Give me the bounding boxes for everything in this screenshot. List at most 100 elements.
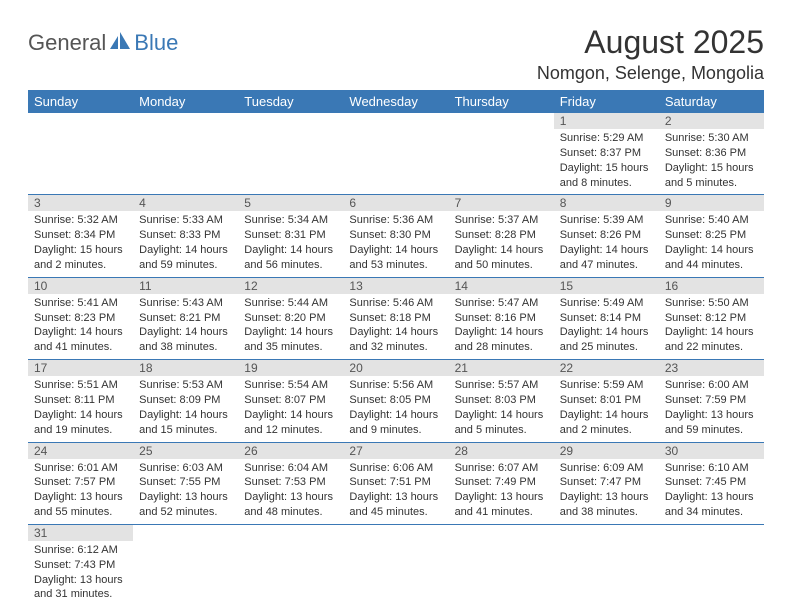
day-details: Sunrise: 6:00 AMSunset: 7:59 PMDaylight:… bbox=[659, 376, 764, 441]
sunrise-text: Sunrise: 5:41 AM bbox=[34, 296, 127, 311]
day-details: Sunrise: 5:44 AMSunset: 8:20 PMDaylight:… bbox=[238, 294, 343, 359]
calendar-cell bbox=[28, 113, 133, 195]
header: General Blue August 2025 Nomgon, Selenge… bbox=[28, 24, 764, 84]
daylight-text: Daylight: 14 hours and 41 minutes. bbox=[34, 325, 127, 355]
calendar-cell: 26Sunrise: 6:04 AMSunset: 7:53 PMDayligh… bbox=[238, 442, 343, 524]
day-number: 10 bbox=[28, 278, 133, 294]
sunrise-text: Sunrise: 5:29 AM bbox=[560, 131, 653, 146]
sunrise-text: Sunrise: 5:50 AM bbox=[665, 296, 758, 311]
sunset-text: Sunset: 8:07 PM bbox=[244, 393, 337, 408]
day-number: 25 bbox=[133, 443, 238, 459]
calendar-cell: 9Sunrise: 5:40 AMSunset: 8:25 PMDaylight… bbox=[659, 195, 764, 277]
daylight-text: Daylight: 15 hours and 2 minutes. bbox=[34, 243, 127, 273]
sunset-text: Sunset: 8:23 PM bbox=[34, 311, 127, 326]
daylight-text: Daylight: 14 hours and 25 minutes. bbox=[560, 325, 653, 355]
day-number: 4 bbox=[133, 195, 238, 211]
sunrise-text: Sunrise: 5:54 AM bbox=[244, 378, 337, 393]
day-details: Sunrise: 6:06 AMSunset: 7:51 PMDaylight:… bbox=[343, 459, 448, 524]
day-number: 5 bbox=[238, 195, 343, 211]
day-header: Monday bbox=[133, 90, 238, 113]
sunrise-text: Sunrise: 6:06 AM bbox=[349, 461, 442, 476]
day-details: Sunrise: 5:29 AMSunset: 8:37 PMDaylight:… bbox=[554, 129, 659, 194]
day-details: Sunrise: 5:50 AMSunset: 8:12 PMDaylight:… bbox=[659, 294, 764, 359]
calendar-cell: 18Sunrise: 5:53 AMSunset: 8:09 PMDayligh… bbox=[133, 360, 238, 442]
day-header: Friday bbox=[554, 90, 659, 113]
sunrise-text: Sunrise: 5:59 AM bbox=[560, 378, 653, 393]
calendar-cell: 10 Sunrise: 5:41 AMSunset: 8:23 PMDayligh… bbox=[28, 277, 133, 359]
calendar-cell: 31Sunrise: 6:12 AMSunset: 7:43 PMDayligh… bbox=[28, 524, 133, 606]
month-title: August 2025 bbox=[537, 24, 764, 61]
day-number: 23 bbox=[659, 360, 764, 376]
daylight-text: Daylight: 14 hours and 56 minutes. bbox=[244, 243, 337, 273]
calendar-cell bbox=[343, 113, 448, 195]
daylight-text: Daylight: 14 hours and 2 minutes. bbox=[560, 408, 653, 438]
daylight-text: Daylight: 14 hours and 19 minutes. bbox=[34, 408, 127, 438]
calendar-row: 31Sunrise: 6:12 AMSunset: 7:43 PMDayligh… bbox=[28, 524, 764, 606]
day-details: Sunrise: 5:59 AMSunset: 8:01 PMDaylight:… bbox=[554, 376, 659, 441]
location: Nomgon, Selenge, Mongolia bbox=[537, 63, 764, 84]
day-number: 13 bbox=[343, 278, 448, 294]
title-block: August 2025 Nomgon, Selenge, Mongolia bbox=[537, 24, 764, 84]
sunrise-text: Sunrise: 5:33 AM bbox=[139, 213, 232, 228]
day-number: 12 bbox=[238, 278, 343, 294]
sunset-text: Sunset: 8:31 PM bbox=[244, 228, 337, 243]
sunset-text: Sunset: 8:21 PM bbox=[139, 311, 232, 326]
day-details: Sunrise: 5:34 AMSunset: 8:31 PMDaylight:… bbox=[238, 211, 343, 276]
day-details: Sunrise: 6:04 AMSunset: 7:53 PMDaylight:… bbox=[238, 459, 343, 524]
day-number: 14 bbox=[449, 278, 554, 294]
day-details: Sunrise: 5:37 AMSunset: 8:28 PMDaylight:… bbox=[449, 211, 554, 276]
calendar-row: 10Sunrise: 5:41 AMSunset: 8:23 PMDayligh… bbox=[28, 277, 764, 359]
sunset-text: Sunset: 8:25 PM bbox=[665, 228, 758, 243]
day-details: Sunrise: 5:33 AMSunset: 8:33 PMDaylight:… bbox=[133, 211, 238, 276]
calendar-cell: 7Sunrise: 5:37 AMSunset: 8:28 PMDaylight… bbox=[449, 195, 554, 277]
daylight-text: Daylight: 14 hours and 53 minutes. bbox=[349, 243, 442, 273]
sunset-text: Sunset: 8:33 PM bbox=[139, 228, 232, 243]
calendar-cell bbox=[449, 524, 554, 606]
day-number: 7 bbox=[449, 195, 554, 211]
logo-text-b: Blue bbox=[134, 30, 178, 56]
calendar-cell: 22Sunrise: 5:59 AMSunset: 8:01 PMDayligh… bbox=[554, 360, 659, 442]
calendar-cell: 19Sunrise: 5:54 AMSunset: 8:07 PMDayligh… bbox=[238, 360, 343, 442]
day-details: Sunrise: 5:54 AMSunset: 8:07 PMDaylight:… bbox=[238, 376, 343, 441]
calendar-cell bbox=[343, 524, 448, 606]
sunset-text: Sunset: 7:45 PM bbox=[665, 475, 758, 490]
sunrise-text: Sunrise: 5:53 AM bbox=[139, 378, 232, 393]
day-header: Sunday bbox=[28, 90, 133, 113]
calendar-cell: 17Sunrise: 5:51 AMSunset: 8:11 PMDayligh… bbox=[28, 360, 133, 442]
daylight-text: Daylight: 14 hours and 12 minutes. bbox=[244, 408, 337, 438]
daylight-text: Daylight: 14 hours and 47 minutes. bbox=[560, 243, 653, 273]
sunrise-text: Sunrise: 6:07 AM bbox=[455, 461, 548, 476]
calendar-cell bbox=[238, 113, 343, 195]
sunrise-text: Sunrise: 5:51 AM bbox=[34, 378, 127, 393]
day-details: Sunrise: 5:56 AMSunset: 8:05 PMDaylight:… bbox=[343, 376, 448, 441]
calendar-cell bbox=[449, 113, 554, 195]
sunrise-text: Sunrise: 5:32 AM bbox=[34, 213, 127, 228]
sunrise-text: Sunrise: 6:04 AM bbox=[244, 461, 337, 476]
day-details: Sunrise: 5:46 AMSunset: 8:18 PMDaylight:… bbox=[343, 294, 448, 359]
daylight-text: Daylight: 15 hours and 5 minutes. bbox=[665, 161, 758, 191]
sunset-text: Sunset: 8:28 PM bbox=[455, 228, 548, 243]
sunset-text: Sunset: 7:49 PM bbox=[455, 475, 548, 490]
sunrise-text: Sunrise: 5:56 AM bbox=[349, 378, 442, 393]
day-header: Tuesday bbox=[238, 90, 343, 113]
sunset-text: Sunset: 8:16 PM bbox=[455, 311, 548, 326]
calendar-cell: 14Sunrise: 5:47 AMSunset: 8:16 PMDayligh… bbox=[449, 277, 554, 359]
calendar-cell: 13Sunrise: 5:46 AMSunset: 8:18 PMDayligh… bbox=[343, 277, 448, 359]
calendar-cell: 6Sunrise: 5:36 AMSunset: 8:30 PMDaylight… bbox=[343, 195, 448, 277]
day-details: Sunrise: 5:40 AMSunset: 8:25 PMDaylight:… bbox=[659, 211, 764, 276]
calendar-cell: 3Sunrise: 5:32 AMSunset: 8:34 PMDaylight… bbox=[28, 195, 133, 277]
daylight-text: Daylight: 14 hours and 38 minutes. bbox=[139, 325, 232, 355]
daylight-text: Daylight: 14 hours and 44 minutes. bbox=[665, 243, 758, 273]
sunrise-text: Sunrise: 5:43 AM bbox=[139, 296, 232, 311]
calendar-cell: 23Sunrise: 6:00 AMSunset: 7:59 PMDayligh… bbox=[659, 360, 764, 442]
daylight-text: Daylight: 13 hours and 48 minutes. bbox=[244, 490, 337, 520]
day-details: Sunrise: 5:47 AMSunset: 8:16 PMDaylight:… bbox=[449, 294, 554, 359]
day-details: Sunrise: 5:53 AMSunset: 8:09 PMDaylight:… bbox=[133, 376, 238, 441]
sunrise-text: Sunrise: 5:30 AM bbox=[665, 131, 758, 146]
logo-text-a: General bbox=[28, 30, 106, 56]
daylight-text: Daylight: 13 hours and 41 minutes. bbox=[455, 490, 548, 520]
day-number: 31 bbox=[28, 525, 133, 541]
calendar-table: Sunday Monday Tuesday Wednesday Thursday… bbox=[28, 90, 764, 606]
sunset-text: Sunset: 7:43 PM bbox=[34, 558, 127, 573]
calendar-cell: 16Sunrise: 5:50 AMSunset: 8:12 PMDayligh… bbox=[659, 277, 764, 359]
